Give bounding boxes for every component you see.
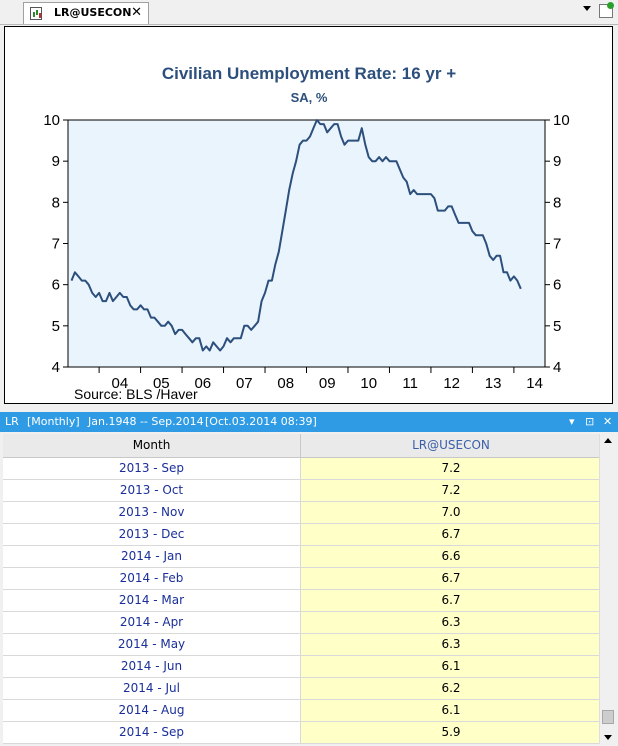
y-tick-label-left: 8: [52, 194, 60, 211]
chart-document-icon: [30, 7, 42, 20]
frequency-label: [Monthly]: [27, 415, 80, 428]
panel-pin-icon[interactable]: ⊡: [585, 415, 595, 428]
month-cell[interactable]: 2013 - Dec: [3, 524, 301, 545]
table-row[interactable]: 2014 - Jul 6.2: [3, 678, 601, 700]
x-tick-label: 11: [402, 375, 418, 392]
value-cell[interactable]: 6.1: [301, 656, 601, 677]
y-tick-label-right: 10: [553, 112, 570, 129]
table-row[interactable]: 2013 - Nov 7.0: [3, 502, 601, 524]
data-panel-header: LR [Monthly] Jan.1948 -- Sep.2014 [Oct.0…: [0, 412, 618, 432]
x-tick-label: 08: [277, 375, 294, 392]
panel-dropdown-icon[interactable]: ▾: [569, 415, 575, 428]
panel-close-icon[interactable]: ✕: [603, 415, 613, 428]
x-tick-label: 14: [526, 375, 543, 392]
table-row[interactable]: 2013 - Dec 6.7: [3, 524, 601, 546]
month-cell[interactable]: 2014 - Jan: [3, 546, 301, 567]
value-cell[interactable]: 6.3: [301, 612, 601, 633]
table-row[interactable]: 2014 - Aug 6.1: [3, 700, 601, 722]
value-cell[interactable]: 7.0: [301, 502, 601, 523]
value-cell[interactable]: 6.3: [301, 634, 601, 655]
x-tick-label: 07: [236, 375, 253, 392]
grid-header-row: Month LR@USECON: [3, 434, 601, 458]
series-line-lr: [70, 119, 522, 352]
month-cell[interactable]: 2014 - Aug: [3, 700, 301, 721]
table-row[interactable]: 2013 - Sep 7.2: [3, 458, 601, 480]
table-row[interactable]: 2013 - Oct 7.2: [3, 480, 601, 502]
value-cell[interactable]: 7.2: [301, 458, 601, 479]
x-tick-label: 12: [443, 375, 460, 392]
y-tick-label-right: 5: [553, 318, 561, 335]
table-row[interactable]: 2014 - Jun 6.1: [3, 656, 601, 678]
value-cell[interactable]: 6.1: [301, 700, 601, 721]
y-tick-label-right: 8: [553, 194, 561, 211]
y-tick-label-right: 7: [553, 236, 561, 253]
y-tick-label-left: 6: [52, 277, 60, 294]
x-tick-label: 09: [319, 375, 336, 392]
month-cell[interactable]: 2014 - Jun: [3, 656, 301, 677]
value-cell[interactable]: 6.6: [301, 546, 601, 567]
x-tick-label: 10: [360, 375, 377, 392]
scroll-thumb[interactable]: [602, 710, 614, 724]
chart-subtitle: SA, %: [291, 90, 328, 105]
scroll-down-arrow-icon[interactable]: [604, 735, 612, 740]
y-tick-label-right: 6: [553, 277, 561, 294]
x-tick-label: 05: [153, 375, 170, 392]
month-cell[interactable]: 2014 - Sep: [3, 722, 301, 743]
y-tick-label-left: 4: [52, 359, 60, 376]
table-row[interactable]: 2014 - Mar 6.7: [3, 590, 601, 612]
table-row[interactable]: 2014 - May 6.3: [3, 634, 601, 656]
data-grid: Month LR@USECON 2013 - Sep 7.2 2013 - Oct 7…: [3, 434, 601, 744]
month-cell[interactable]: 2014 - Jul: [3, 678, 301, 699]
y-tick-label-right: 9: [553, 153, 561, 170]
value-cell[interactable]: 7.2: [301, 480, 601, 501]
table-row[interactable]: 2014 - Jan 6.6: [3, 546, 601, 568]
scroll-up-arrow-icon[interactable]: [604, 438, 612, 443]
chart-source: Source: BLS /Haver: [74, 386, 198, 402]
series-code: LR: [5, 415, 19, 428]
x-tick-label: 06: [194, 375, 211, 392]
month-cell[interactable]: 2013 - Nov: [3, 502, 301, 523]
grid-rows: 2013 - Sep 7.2 2013 - Oct 7.2 2013 - Nov 7.0 2…: [3, 458, 601, 744]
unemployment-chart: Civilian Unemployment Rate: 16 yr + SA, …: [43, 64, 570, 402]
value-cell[interactable]: 6.7: [301, 568, 601, 589]
tab-list-dropdown-icon[interactable]: [583, 6, 591, 11]
chart-panel: Civilian Unemployment Rate: 16 yr + SA, …: [4, 26, 613, 404]
month-cell[interactable]: 2014 - Apr: [3, 612, 301, 633]
document-tab-bar: LR@USECON ✕: [0, 0, 618, 25]
value-cell[interactable]: 6.7: [301, 524, 601, 545]
update-timestamp: [Oct.03.2014 08:39]: [205, 415, 317, 428]
month-cell[interactable]: 2013 - Sep: [3, 458, 301, 479]
y-tick-label-right: 4: [553, 359, 561, 376]
month-cell[interactable]: 2014 - May: [3, 634, 301, 655]
y-tick-label-left: 9: [52, 153, 60, 170]
x-tick-label: 13: [485, 375, 502, 392]
tab-close-icon[interactable]: ✕: [131, 5, 142, 20]
table-row[interactable]: 2014 - Apr 6.3: [3, 612, 601, 634]
y-tick-label-left: 5: [52, 318, 60, 335]
month-cell[interactable]: 2014 - Feb: [3, 568, 301, 589]
tab-title: LR@USECON: [54, 6, 132, 19]
plot-area: [67, 119, 546, 368]
column-header-month[interactable]: Month: [3, 434, 301, 457]
column-header-series[interactable]: LR@USECON: [412, 438, 490, 452]
y-tick-label-left: 10: [43, 112, 60, 129]
month-cell[interactable]: 2014 - Mar: [3, 590, 301, 611]
value-cell[interactable]: 6.7: [301, 590, 601, 611]
tab-lr-usecon[interactable]: LR@USECON ✕: [23, 2, 149, 24]
month-cell[interactable]: 2013 - Oct: [3, 480, 301, 501]
date-range: Jan.1948 -- Sep.2014: [88, 415, 204, 428]
value-cell[interactable]: 6.2: [301, 678, 601, 699]
new-window-icon[interactable]: [599, 2, 614, 18]
value-cell[interactable]: 5.9: [301, 722, 601, 743]
vertical-scrollbar[interactable]: [599, 434, 616, 744]
table-row[interactable]: 2014 - Sep 5.9: [3, 722, 601, 744]
y-tick-label-left: 7: [52, 236, 60, 253]
chart-title: Civilian Unemployment Rate: 16 yr +: [162, 64, 456, 83]
table-row[interactable]: 2014 - Feb 6.7: [3, 568, 601, 590]
x-tick-label: 04: [112, 375, 129, 392]
